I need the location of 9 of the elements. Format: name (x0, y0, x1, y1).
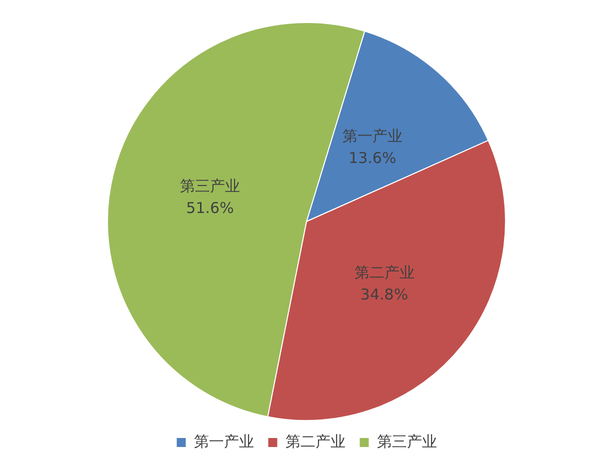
slice-label: 第三产业 (180, 177, 240, 196)
data-label: 13.6% (348, 148, 396, 167)
slice-label: 第二产业 (354, 263, 414, 282)
slice-label: 第一产业 (342, 126, 402, 145)
data-label: 34.8% (360, 285, 408, 304)
legend-label: 第一产业 (194, 432, 254, 450)
legend-label: 第二产业 (285, 432, 346, 450)
legend-label: 第三产业 (376, 432, 437, 450)
data-label: 51.6% (186, 199, 234, 218)
